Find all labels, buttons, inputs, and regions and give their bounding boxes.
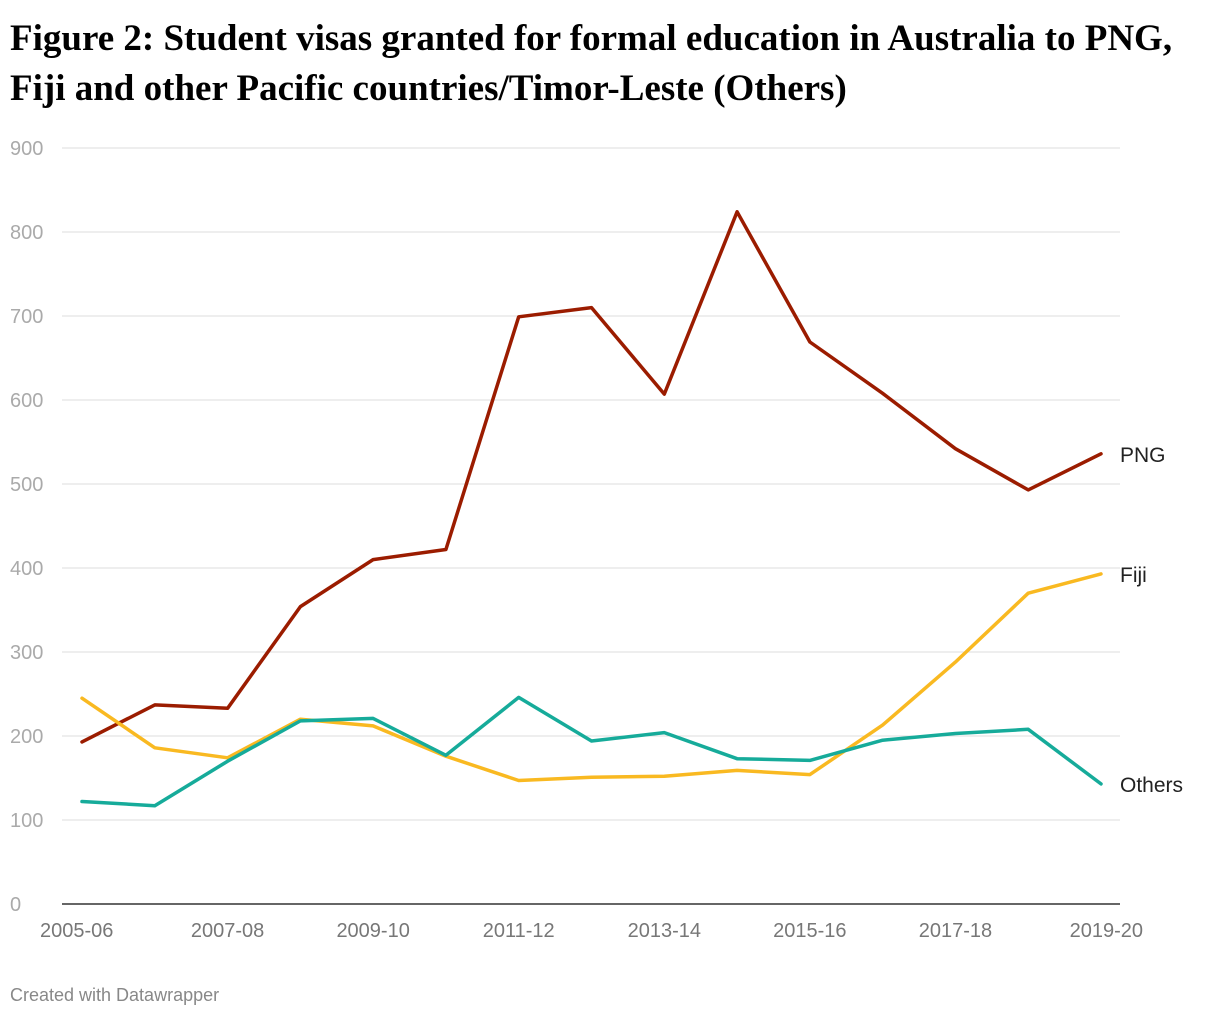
series-line-others bbox=[80, 695, 1103, 808]
y-tick-label: 900 bbox=[10, 138, 43, 160]
x-tick-label: 2017-18 bbox=[919, 920, 992, 942]
y-tick-label: 100 bbox=[10, 810, 43, 832]
y-tick-label: 200 bbox=[10, 726, 43, 748]
gridlines bbox=[62, 147, 1120, 905]
series-label-fiji: Fiji bbox=[1120, 564, 1147, 587]
y-tick-label: 700 bbox=[10, 306, 43, 328]
y-tick-label: 300 bbox=[10, 642, 43, 664]
series-label-png: PNG bbox=[1120, 444, 1166, 467]
x-tick-label: 2005-06 bbox=[40, 920, 113, 942]
x-tick-label: 2019-20 bbox=[1070, 920, 1143, 942]
x-tick-label: 2011-12 bbox=[483, 920, 555, 942]
y-tick-label: 600 bbox=[10, 390, 43, 412]
series-labels: PNG Fiji Others bbox=[1120, 444, 1183, 797]
y-tick-label: 0 bbox=[10, 894, 21, 916]
series-lines bbox=[80, 210, 1103, 808]
series-label-others: Others bbox=[1120, 774, 1183, 797]
x-tick-label: 2015-16 bbox=[773, 920, 846, 942]
x-tick-label: 2009-10 bbox=[336, 920, 409, 942]
series-line-png bbox=[80, 210, 1103, 744]
series-line-fiji bbox=[80, 572, 1103, 783]
x-tick-label: 2013-14 bbox=[628, 920, 701, 942]
datawrapper-credit: Created with Datawrapper bbox=[10, 985, 220, 1005]
line-chart: 0 100 200 300 400 500 600 700 800 900 2005-06 2007… bbox=[10, 138, 1183, 942]
y-tick-label: 500 bbox=[10, 474, 43, 496]
y-tick-label: 400 bbox=[10, 558, 43, 580]
y-tick-label: 800 bbox=[10, 222, 43, 244]
x-tick-label: 2007-08 bbox=[191, 920, 264, 942]
x-axis-ticks: 2005-06 2007-08 2009-10 2011-12 2013-14 2015-… bbox=[40, 920, 1143, 942]
chart-title: Figure 2: Student visas granted for form… bbox=[10, 18, 1173, 109]
y-axis-ticks: 0 100 200 300 400 500 600 700 800 900 bbox=[10, 138, 43, 916]
